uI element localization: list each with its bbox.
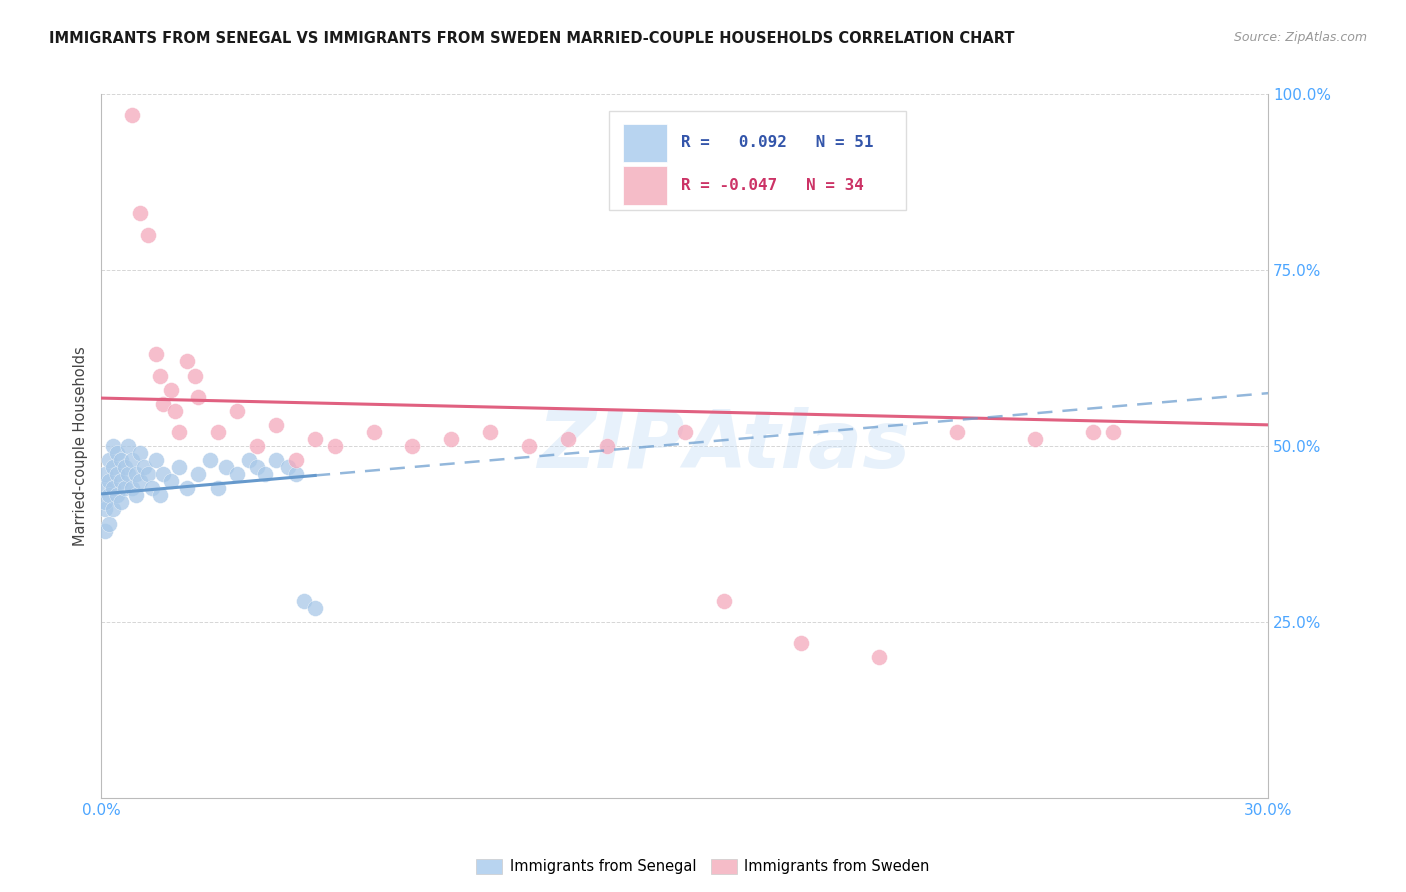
Point [304, 432, 326, 446]
Point [94, 481, 117, 495]
Point [101, 439, 124, 453]
Point [284, 467, 307, 482]
Point [176, 481, 198, 495]
Point [246, 439, 269, 453]
Point [187, 390, 209, 404]
Point [94, 495, 117, 509]
Point [160, 474, 183, 488]
Point [98, 516, 121, 531]
Point [121, 108, 143, 122]
Point [114, 460, 136, 475]
Point [517, 439, 540, 453]
Point [105, 446, 128, 460]
Y-axis label: Married-couple Households: Married-couple Households [73, 346, 89, 546]
Bar [623, 124, 668, 162]
Point [129, 206, 152, 220]
Point [101, 460, 124, 475]
Point [479, 425, 502, 439]
Point [105, 488, 128, 502]
Legend: Immigrants from Senegal, Immigrants from Sweden: Immigrants from Senegal, Immigrants from… [471, 853, 935, 880]
Point [141, 481, 163, 495]
Point [363, 425, 385, 439]
Point [253, 467, 276, 482]
Point [198, 453, 221, 467]
Point [207, 425, 229, 439]
Point [226, 403, 249, 417]
Point [132, 460, 155, 475]
Point [110, 453, 132, 467]
Point [266, 453, 288, 467]
Point [557, 432, 579, 446]
Point [1101, 425, 1123, 439]
Point [101, 481, 124, 495]
Point [1024, 432, 1046, 446]
FancyBboxPatch shape [609, 112, 907, 210]
Point [98, 474, 121, 488]
Point [110, 474, 132, 488]
Point [284, 453, 307, 467]
Point [440, 432, 463, 446]
Point [121, 481, 143, 495]
Point [167, 460, 190, 475]
Point [117, 439, 139, 453]
Point [152, 467, 174, 482]
Point [149, 488, 172, 502]
Point [292, 594, 315, 608]
Point [105, 467, 128, 482]
Point [946, 425, 969, 439]
Point [187, 467, 209, 482]
Point [136, 467, 159, 482]
Point [114, 481, 136, 495]
Point [238, 453, 260, 467]
Point [129, 474, 152, 488]
Text: Source: ZipAtlas.com: Source: ZipAtlas.com [1233, 31, 1367, 45]
Point [165, 403, 187, 417]
Point [152, 397, 174, 411]
Point [323, 439, 346, 453]
Point [246, 460, 269, 475]
Text: Atlas: Atlas [685, 407, 911, 485]
Point [713, 594, 735, 608]
Point [183, 368, 205, 383]
Point [110, 495, 132, 509]
Point [136, 227, 159, 242]
Point [145, 453, 167, 467]
Point [215, 460, 238, 475]
Point [160, 383, 183, 397]
Point [673, 425, 696, 439]
Point [226, 467, 249, 482]
Point [176, 354, 198, 368]
Point [149, 368, 172, 383]
Point [145, 347, 167, 361]
Point [94, 524, 117, 538]
Point [94, 502, 117, 516]
Point [125, 488, 148, 502]
Point [125, 467, 148, 482]
Point [94, 467, 117, 482]
Point [101, 502, 124, 516]
Point [117, 467, 139, 482]
Text: IMMIGRANTS FROM SENEGAL VS IMMIGRANTS FROM SWEDEN MARRIED-COUPLE HOUSEHOLDS CORR: IMMIGRANTS FROM SENEGAL VS IMMIGRANTS FR… [49, 31, 1015, 46]
Point [277, 460, 299, 475]
Point [121, 453, 143, 467]
Point [98, 453, 121, 467]
Text: R =   0.092   N = 51: R = 0.092 N = 51 [682, 136, 873, 151]
Text: ZIP: ZIP [537, 407, 685, 485]
Point [596, 439, 619, 453]
Point [868, 650, 890, 665]
Point [207, 481, 229, 495]
Point [401, 439, 423, 453]
Point [304, 601, 326, 615]
Text: R = -0.047   N = 34: R = -0.047 N = 34 [682, 178, 865, 193]
Point [1083, 425, 1105, 439]
Bar [623, 166, 668, 204]
Point [167, 425, 190, 439]
Point [98, 488, 121, 502]
Point [266, 417, 288, 432]
Point [790, 636, 813, 650]
Point [129, 446, 152, 460]
